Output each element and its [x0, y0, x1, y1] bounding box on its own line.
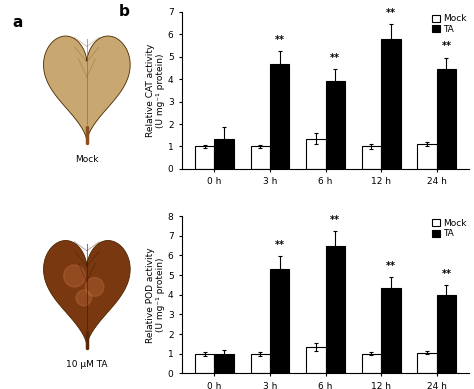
Legend: Mock, TA: Mock, TA — [431, 14, 467, 35]
Bar — [214, 354, 234, 373]
Bar — [195, 147, 214, 169]
Bar — [270, 65, 290, 169]
Polygon shape — [44, 240, 130, 345]
Text: **: ** — [330, 53, 340, 63]
Bar — [437, 295, 456, 373]
Y-axis label: Relative CAT activity
(U mg⁻¹ protein): Relative CAT activity (U mg⁻¹ protein) — [146, 44, 165, 137]
Circle shape — [64, 265, 85, 287]
Bar — [381, 288, 401, 373]
Text: **: ** — [386, 261, 396, 271]
Text: **: ** — [275, 240, 285, 250]
Bar — [326, 81, 345, 169]
Text: a: a — [13, 15, 23, 30]
Text: **: ** — [275, 35, 285, 45]
Bar — [326, 245, 345, 373]
Bar — [381, 39, 401, 169]
Bar — [195, 354, 214, 373]
Bar — [251, 147, 270, 169]
Bar — [214, 138, 234, 169]
Bar — [417, 144, 437, 169]
Text: 10 μM TA: 10 μM TA — [66, 360, 108, 369]
Bar — [306, 138, 326, 169]
Bar — [437, 69, 456, 169]
Bar — [306, 347, 326, 373]
Text: b: b — [118, 4, 129, 19]
Bar — [270, 269, 290, 373]
Bar — [362, 354, 381, 373]
Bar — [362, 147, 381, 169]
Bar — [251, 354, 270, 373]
Text: **: ** — [441, 269, 451, 279]
Polygon shape — [44, 36, 130, 141]
Text: **: ** — [386, 8, 396, 18]
Bar — [417, 353, 437, 373]
Text: **: ** — [330, 215, 340, 224]
Circle shape — [85, 277, 104, 296]
Text: Mock: Mock — [75, 155, 99, 164]
Y-axis label: Relative POD activity
(U mg⁻¹ protein): Relative POD activity (U mg⁻¹ protein) — [146, 247, 165, 343]
Circle shape — [76, 290, 91, 306]
Legend: Mock, TA: Mock, TA — [431, 218, 467, 239]
Text: **: ** — [441, 42, 451, 51]
